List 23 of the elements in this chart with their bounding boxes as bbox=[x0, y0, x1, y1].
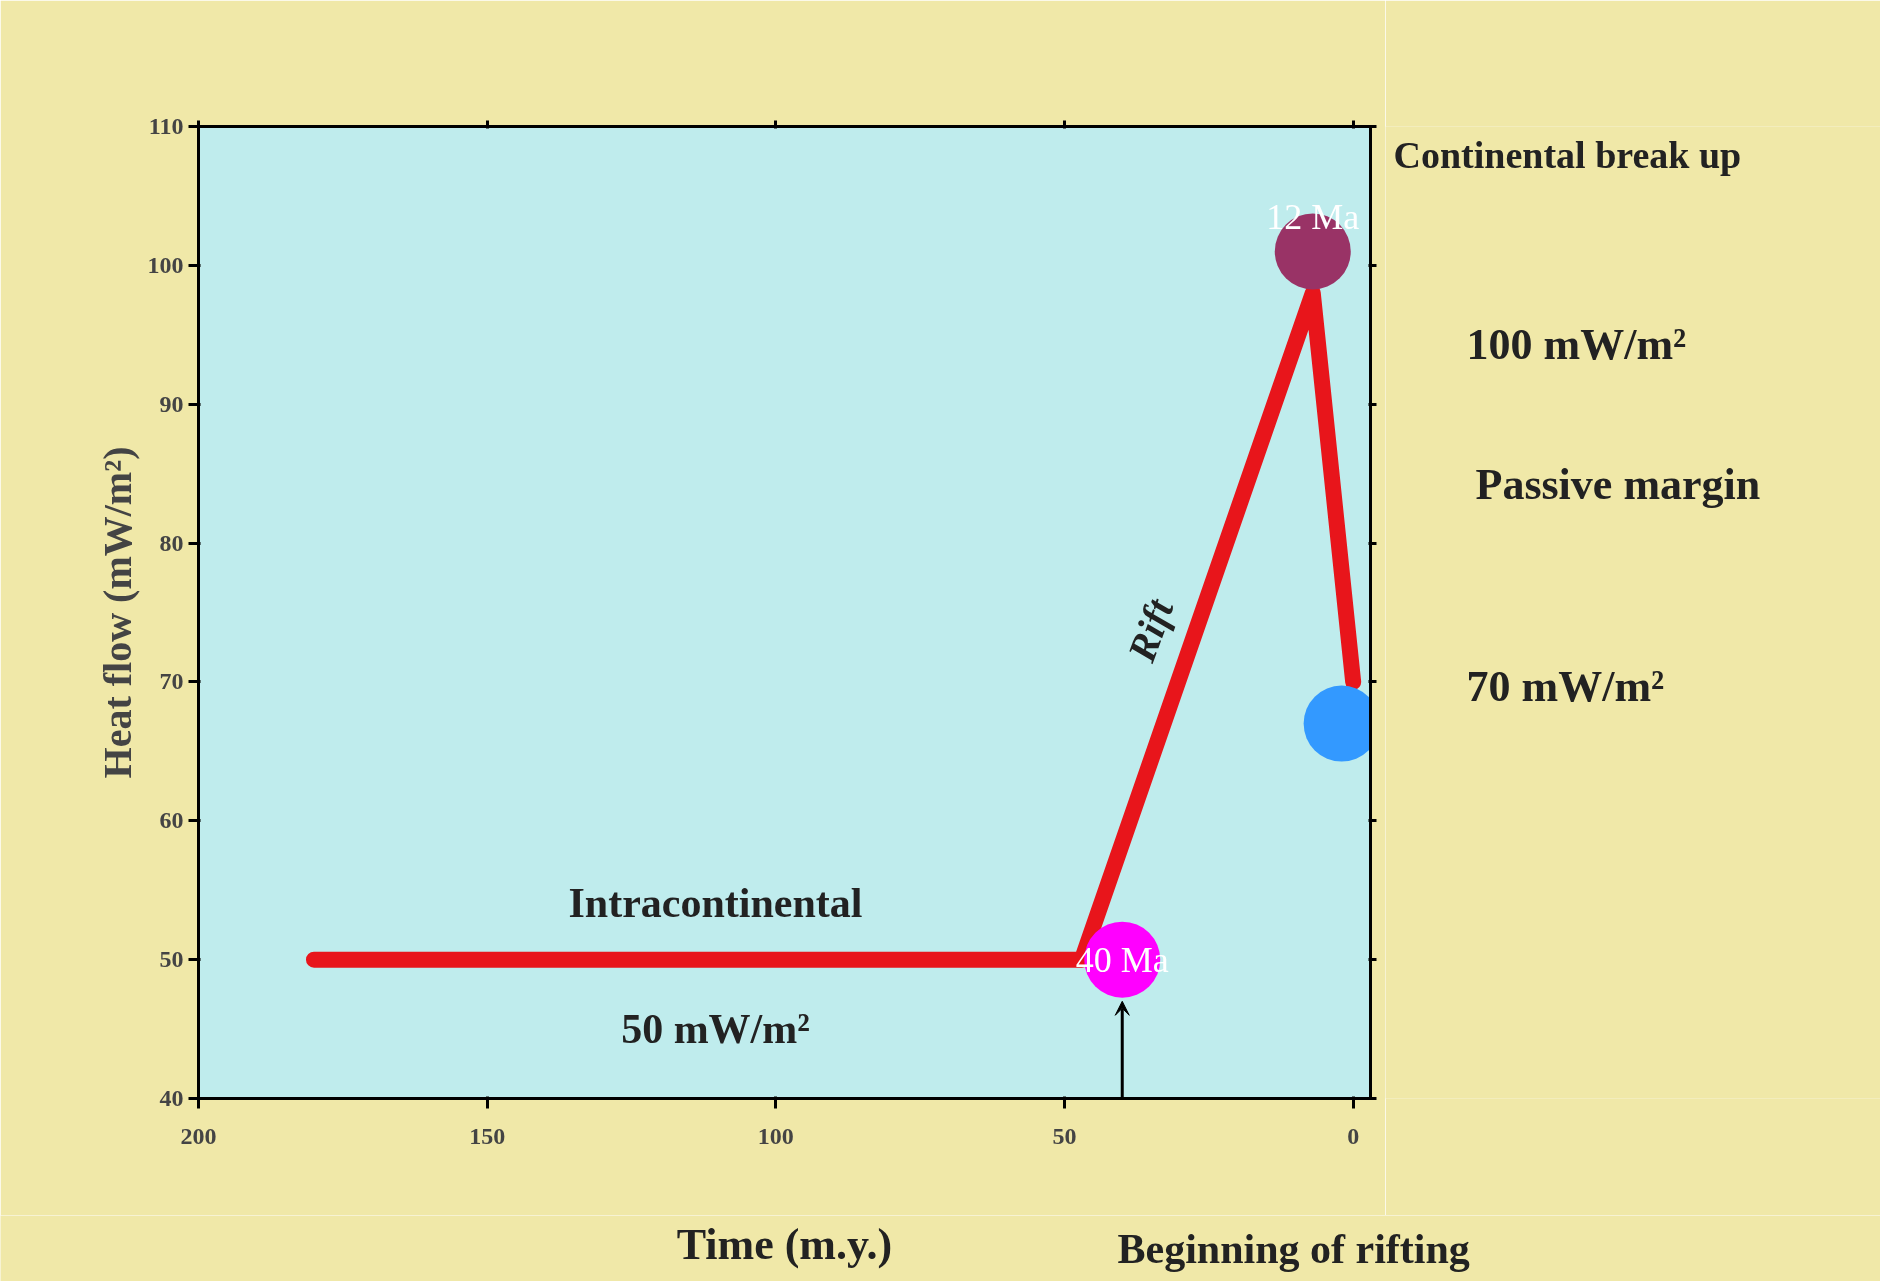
y-tick-label: 40 bbox=[159, 1085, 184, 1111]
x-tick-label: 200 bbox=[180, 1122, 217, 1149]
annotation: Rift bbox=[1118, 591, 1183, 669]
y-axis-title: Heat flow (mW/m²) bbox=[94, 446, 140, 779]
y-tick-label: 80 bbox=[159, 529, 184, 556]
x-axis-title: Time (m.y.) bbox=[676, 1220, 893, 1269]
x-tick-label: 50 bbox=[1052, 1122, 1077, 1149]
annotation: 50 mW/m² bbox=[621, 1005, 810, 1052]
x-tick-label: 100 bbox=[757, 1122, 794, 1149]
text: Beginning of rifting bbox=[1117, 1225, 1470, 1272]
annotation: Intracontinental bbox=[568, 879, 863, 926]
y-tick-label: 100 bbox=[147, 251, 184, 278]
y-tick-label: 50 bbox=[159, 946, 184, 973]
x-tick-label: 150 bbox=[469, 1122, 506, 1149]
text: 100 mW/m² bbox=[1466, 319, 1687, 369]
text: Passive margin bbox=[1475, 460, 1761, 510]
y-tick-label: 60 bbox=[159, 807, 184, 834]
text: Continental break up bbox=[1393, 134, 1742, 177]
x-tick-label: 0 bbox=[1347, 1122, 1360, 1149]
text: 70 mW/m² bbox=[1466, 662, 1665, 711]
y-tick-label: 90 bbox=[159, 390, 184, 417]
y-tick-label: 110 bbox=[148, 113, 184, 139]
y-tick-label: 70 bbox=[159, 668, 184, 695]
